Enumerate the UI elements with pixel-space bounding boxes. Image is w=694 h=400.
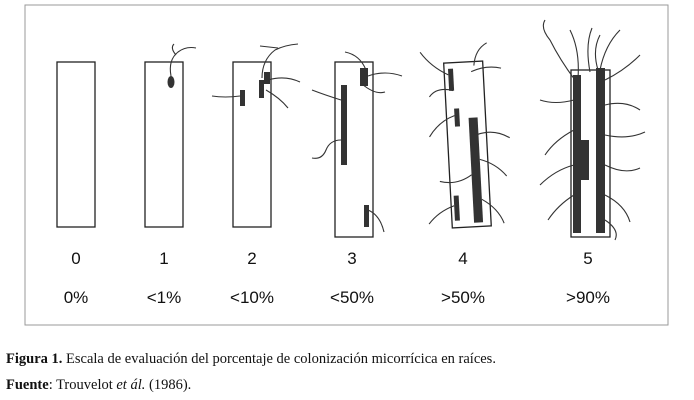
score-label: 0 xyxy=(71,249,80,268)
score-label: 5 xyxy=(583,249,592,268)
root-diagram xyxy=(311,51,403,238)
percent-label: <1% xyxy=(147,288,182,307)
source-etal: et ál. xyxy=(116,377,146,393)
score-label: 4 xyxy=(458,249,467,268)
source-year: (1986). xyxy=(149,377,192,393)
score-label: 1 xyxy=(159,249,168,268)
scale-labels: 0 0% 1 <1% 2 <10% 3 <50% 4 >50% 5 >90% xyxy=(64,249,610,307)
root-diagram xyxy=(539,19,646,241)
root-diagram xyxy=(419,42,510,229)
percent-label: <10% xyxy=(230,288,274,307)
figure: 0 0% 1 <1% 2 <10% 3 <50% 4 >50% 5 >90% xyxy=(24,4,669,326)
score-label: 2 xyxy=(247,249,256,268)
percent-label: <50% xyxy=(330,288,374,307)
score-label: 3 xyxy=(347,249,356,268)
source-label: Fuente xyxy=(6,377,49,393)
root-diagram xyxy=(211,43,301,228)
percent-label: 0% xyxy=(64,288,89,307)
root-diagram xyxy=(56,61,96,228)
caption-label: Figura 1. xyxy=(6,351,63,367)
source-author: : Trouvelot xyxy=(48,377,113,393)
caption-text: Escala de evaluación del porcentaje de c… xyxy=(66,351,496,367)
percent-label: >50% xyxy=(441,288,485,307)
root-diagram xyxy=(144,43,197,228)
figure-source: Fuente: Trouvelot et ál. (1986). xyxy=(6,377,191,394)
percent-label: >90% xyxy=(566,288,610,307)
figure-caption: Figura 1. Escala de evaluación del porce… xyxy=(6,351,496,368)
